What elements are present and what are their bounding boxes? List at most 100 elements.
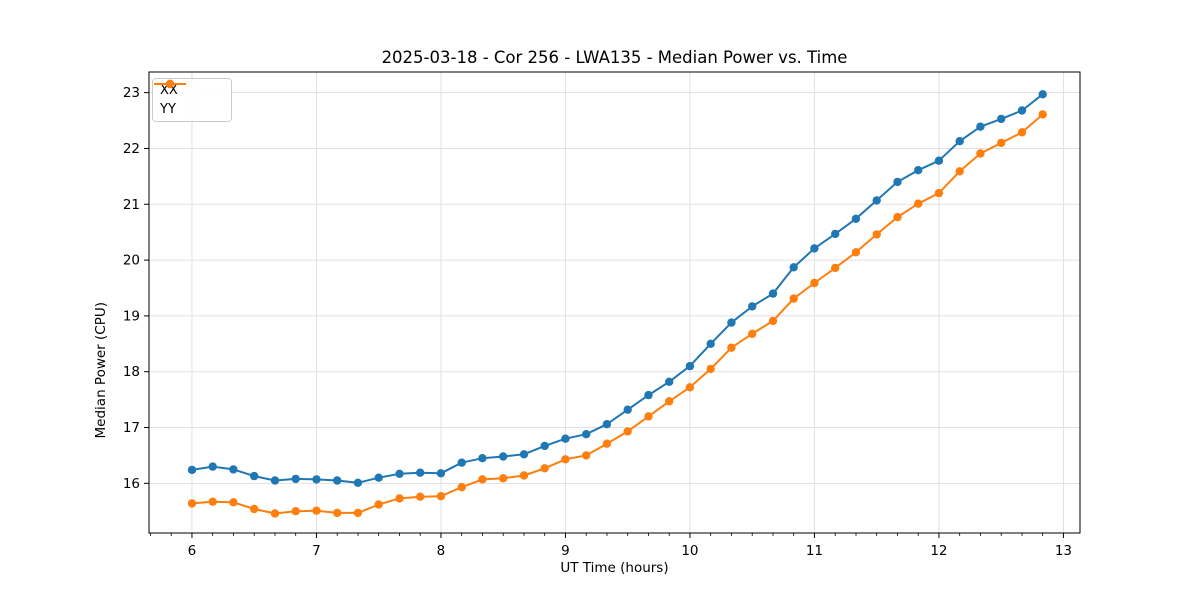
data-point-yy (893, 212, 902, 222)
data-point-xx (353, 478, 363, 487)
legend: XX YY (152, 78, 232, 122)
data-point-yy (374, 500, 383, 509)
chart-title: 2025-03-18 - Cor 256 - LWA135 - Median P… (381, 48, 848, 67)
data-point-xx (644, 390, 653, 400)
series-line-xx (191, 93, 1044, 484)
x-tick-label: 11 (806, 543, 823, 559)
data-point-xx (395, 469, 404, 478)
data-point-xx (831, 229, 840, 239)
data-point-xx (312, 475, 321, 484)
data-point-xx (229, 465, 238, 474)
data-point-xx (208, 462, 217, 471)
data-point-yy (955, 167, 964, 176)
data-point-xx (540, 441, 549, 451)
data-point-yy (229, 498, 238, 507)
data-point-xx (602, 420, 612, 429)
data-point-xx (665, 377, 674, 386)
data-point-yy (665, 397, 674, 406)
data-point-xx (623, 405, 632, 414)
data-point-yy (499, 474, 508, 483)
data-point-yy (1017, 128, 1027, 137)
data-point-xx (1017, 106, 1027, 115)
y-tick-label: 23 (123, 85, 140, 101)
data-point-yy (540, 464, 549, 473)
data-point-xx (685, 361, 695, 371)
data-point-xx (851, 214, 861, 223)
x-tick-label: 9 (561, 543, 570, 559)
data-point-yy (187, 499, 197, 508)
data-point-xx (810, 244, 819, 253)
data-point-xx (748, 302, 757, 311)
y-tick-label: 16 (123, 476, 140, 492)
data-point-xx (436, 469, 446, 478)
series-line-yy (191, 113, 1044, 515)
data-point-xx (955, 137, 964, 146)
data-point-xx (416, 468, 425, 477)
y-tick-label: 17 (123, 420, 140, 436)
legend-label-xx: XX (160, 83, 178, 99)
data-point-yy (810, 278, 819, 288)
data-point-xx (519, 450, 529, 459)
data-point-yy (914, 199, 923, 208)
data-point-yy (478, 475, 487, 484)
x-tick-label: 10 (681, 543, 698, 559)
data-point-xx (270, 476, 280, 485)
data-point-yy (997, 138, 1006, 148)
data-point-xx (499, 452, 508, 461)
data-point-yy (208, 497, 217, 506)
x-tick-label: 6 (188, 543, 197, 559)
x-tick-label: 7 (312, 543, 321, 559)
data-point-xx (291, 474, 300, 484)
data-point-yy (768, 316, 778, 326)
data-point-yy (976, 149, 985, 158)
data-point-yy (872, 230, 881, 239)
data-point-yy (561, 455, 570, 464)
y-axis-label-text: Median Power (CPU) (93, 301, 109, 439)
data-point-xx (250, 471, 259, 481)
plot-border (148, 71, 1081, 534)
data-point-yy (851, 248, 861, 257)
data-point-yy (312, 506, 321, 515)
data-point-yy (519, 471, 529, 480)
data-point-xx (582, 430, 591, 439)
data-point-yy (623, 427, 632, 436)
data-point-xx (706, 339, 715, 348)
data-point-yy (436, 492, 446, 501)
data-point-xx (561, 434, 570, 443)
data-point-yy (457, 483, 466, 492)
y-tick-label: 21 (123, 197, 140, 213)
data-point-xx (457, 458, 466, 467)
y-tick-label: 19 (123, 308, 140, 324)
data-point-yy (644, 412, 653, 421)
x-tick-label: 8 (437, 543, 446, 559)
data-point-xx (768, 289, 778, 298)
data-point-yy (706, 364, 715, 374)
data-point-xx (1038, 90, 1047, 99)
data-point-yy (416, 492, 425, 501)
y-tick-label: 18 (123, 364, 140, 380)
y-tick-label: 22 (123, 141, 140, 157)
data-point-yy (602, 439, 612, 448)
data-point-xx (997, 114, 1006, 124)
x-tick-label: 12 (930, 543, 947, 559)
data-point-yy (582, 451, 591, 460)
data-point-yy (291, 507, 300, 516)
data-point-xx (872, 196, 881, 205)
data-point-yy (934, 188, 944, 198)
data-point-xx (893, 177, 902, 187)
data-point-xx (187, 465, 197, 475)
y-tick-label: 20 (123, 253, 140, 269)
data-point-yy (685, 383, 695, 392)
data-point-xx (976, 122, 985, 131)
x-tick-label: 13 (1055, 543, 1072, 559)
data-point-yy (333, 508, 342, 518)
data-point-yy (270, 509, 280, 518)
data-point-xx (374, 473, 383, 482)
data-point-yy (1038, 110, 1047, 119)
legend-label-yy: YY (160, 101, 176, 117)
data-point-xx (333, 476, 342, 485)
data-point-yy (831, 263, 840, 273)
data-point-xx (727, 318, 736, 327)
legend-item-yy: YY (154, 79, 224, 118)
